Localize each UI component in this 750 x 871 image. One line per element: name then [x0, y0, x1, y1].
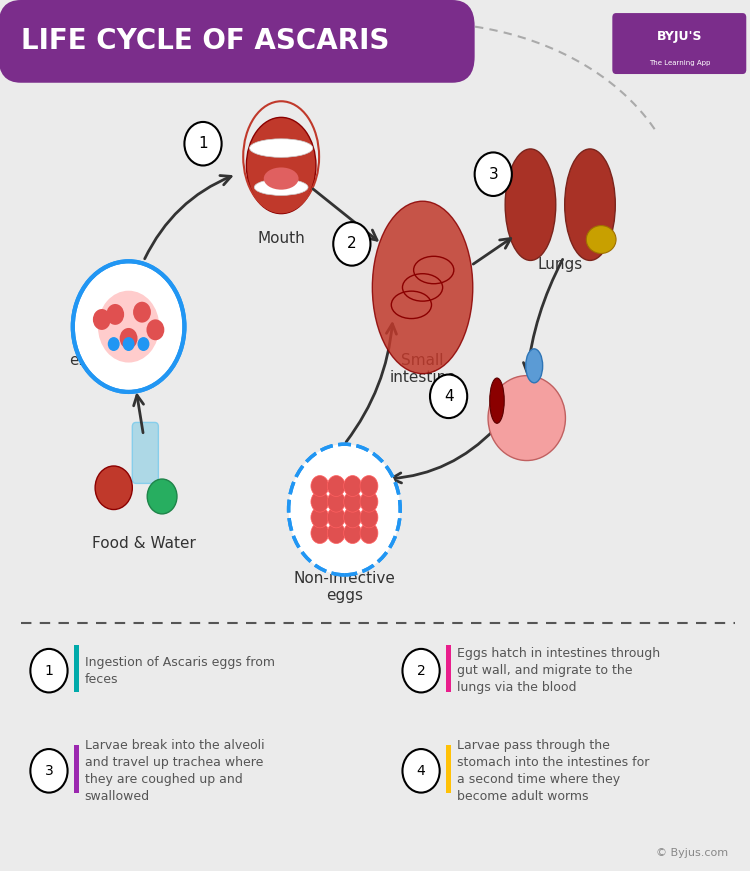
- FancyArrowPatch shape: [134, 395, 143, 433]
- Text: 2: 2: [347, 236, 357, 252]
- Circle shape: [430, 375, 467, 418]
- Ellipse shape: [264, 167, 298, 190]
- Text: Mouth: Mouth: [257, 231, 305, 246]
- Text: Larvae pass through the
stomach into the intestines for
a second time where they: Larvae pass through the stomach into the…: [457, 739, 650, 803]
- Circle shape: [123, 337, 134, 351]
- FancyBboxPatch shape: [612, 13, 746, 74]
- Text: 4: 4: [444, 388, 454, 404]
- Circle shape: [137, 337, 149, 351]
- FancyArrowPatch shape: [473, 239, 511, 264]
- Circle shape: [360, 476, 378, 496]
- Circle shape: [327, 523, 345, 544]
- Text: © Byjus.com: © Byjus.com: [656, 848, 728, 858]
- Circle shape: [344, 507, 362, 528]
- Ellipse shape: [246, 118, 316, 213]
- Circle shape: [327, 476, 345, 496]
- Text: BYJU'S: BYJU'S: [656, 30, 702, 43]
- Circle shape: [73, 261, 184, 392]
- Circle shape: [403, 749, 439, 793]
- FancyBboxPatch shape: [0, 0, 475, 83]
- Circle shape: [360, 507, 378, 528]
- Circle shape: [289, 444, 400, 575]
- Ellipse shape: [490, 378, 504, 423]
- Circle shape: [311, 507, 328, 528]
- Circle shape: [344, 523, 362, 544]
- Ellipse shape: [526, 348, 543, 383]
- Circle shape: [146, 315, 164, 336]
- Circle shape: [327, 491, 345, 512]
- Ellipse shape: [147, 479, 177, 514]
- Ellipse shape: [372, 201, 472, 374]
- Circle shape: [108, 337, 120, 351]
- Circle shape: [311, 491, 328, 512]
- Ellipse shape: [488, 375, 566, 461]
- Text: Non-infective
eggs: Non-infective eggs: [293, 571, 395, 603]
- Circle shape: [344, 491, 362, 512]
- FancyBboxPatch shape: [446, 645, 451, 692]
- Ellipse shape: [254, 179, 308, 195]
- Circle shape: [311, 476, 328, 496]
- Text: 4: 4: [417, 764, 425, 778]
- Circle shape: [120, 333, 137, 354]
- Ellipse shape: [586, 226, 616, 253]
- Circle shape: [30, 749, 68, 793]
- Text: Ingestion of Ascaris eggs from
feces: Ingestion of Ascaris eggs from feces: [85, 656, 274, 685]
- FancyArrowPatch shape: [313, 189, 377, 240]
- FancyBboxPatch shape: [446, 745, 451, 793]
- Circle shape: [403, 649, 439, 692]
- Text: 1: 1: [44, 664, 53, 678]
- Circle shape: [93, 319, 111, 340]
- Circle shape: [327, 507, 345, 528]
- Ellipse shape: [250, 138, 313, 158]
- Circle shape: [360, 491, 378, 512]
- Circle shape: [475, 152, 512, 196]
- Text: 3: 3: [44, 764, 53, 778]
- FancyBboxPatch shape: [74, 745, 79, 793]
- Circle shape: [106, 301, 124, 322]
- Text: LIFE CYCLE OF ASCARIS: LIFE CYCLE OF ASCARIS: [21, 27, 389, 55]
- Text: Food & Water: Food & Water: [92, 536, 196, 550]
- Text: Small
intestine: Small intestine: [389, 353, 456, 385]
- Ellipse shape: [98, 291, 159, 362]
- Text: Larvae break into the alveoli
and travel up trachea where
they are coughed up an: Larvae break into the alveoli and travel…: [85, 739, 264, 803]
- Circle shape: [333, 222, 370, 266]
- Text: 3: 3: [488, 166, 498, 182]
- Text: embryonated
eggs: embryonated eggs: [70, 353, 172, 385]
- Ellipse shape: [565, 149, 615, 260]
- Ellipse shape: [506, 149, 556, 260]
- Circle shape: [184, 122, 222, 165]
- Circle shape: [360, 523, 378, 544]
- Circle shape: [133, 305, 151, 326]
- Text: Lungs: Lungs: [538, 257, 583, 272]
- Text: 2: 2: [417, 664, 425, 678]
- Circle shape: [311, 523, 328, 544]
- Text: 1: 1: [198, 136, 208, 152]
- Text: Eggs hatch in intestines through
gut wall, and migrate to the
lungs via the bloo: Eggs hatch in intestines through gut wal…: [457, 647, 660, 694]
- Text: The Learning App: The Learning App: [649, 60, 710, 65]
- Circle shape: [30, 649, 68, 692]
- FancyBboxPatch shape: [132, 422, 158, 483]
- Circle shape: [344, 476, 362, 496]
- FancyBboxPatch shape: [74, 645, 79, 692]
- Circle shape: [95, 466, 132, 510]
